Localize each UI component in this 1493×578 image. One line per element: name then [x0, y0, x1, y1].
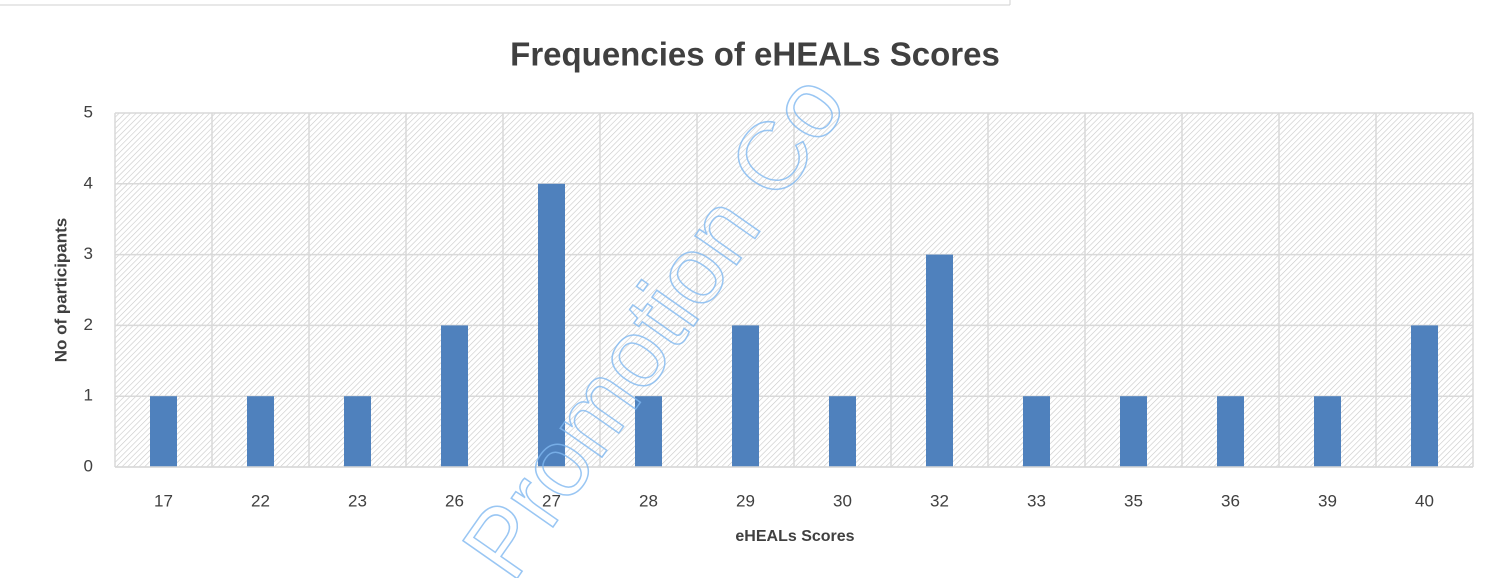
x-tick-label: 28 — [639, 491, 658, 510]
x-tick-label: 23 — [348, 491, 367, 510]
y-tick-label: 1 — [84, 386, 93, 405]
x-tick-label: 40 — [1415, 491, 1434, 510]
bar — [1023, 396, 1050, 467]
x-axis-label: eHEALs Scores — [735, 528, 854, 545]
bar — [1411, 325, 1438, 467]
y-tick-label: 4 — [84, 173, 93, 192]
bar — [344, 396, 371, 467]
x-tick-label: 26 — [445, 491, 464, 510]
x-tick-label: 27 — [542, 491, 561, 510]
bar — [247, 396, 274, 467]
y-tick-label: 2 — [84, 315, 93, 334]
bar — [150, 396, 177, 467]
x-tick-label: 39 — [1318, 491, 1337, 510]
bar — [441, 325, 468, 467]
bar — [1120, 396, 1147, 467]
x-tick-label: 33 — [1027, 491, 1046, 510]
y-tick-label: 5 — [84, 102, 93, 121]
bar — [538, 183, 565, 468]
bar — [732, 325, 759, 467]
bar — [1314, 396, 1341, 467]
bar — [829, 396, 856, 467]
x-tick-label: 17 — [154, 491, 173, 510]
bar — [635, 396, 662, 467]
x-tick-label: 30 — [833, 491, 852, 510]
x-tick-label: 36 — [1221, 491, 1240, 510]
y-tick-label: 0 — [84, 456, 93, 475]
x-tick-label: 35 — [1124, 491, 1143, 510]
bar — [926, 254, 953, 467]
x-tick-label: 32 — [930, 491, 949, 510]
x-tick-label: 22 — [251, 491, 270, 510]
x-tick-label: 29 — [736, 491, 755, 510]
y-axis-label: No of participants — [51, 218, 70, 363]
bar — [1217, 396, 1244, 467]
chart-title: Frequencies of eHEALs Scores — [510, 36, 1000, 73]
y-tick-label: 3 — [84, 244, 93, 263]
